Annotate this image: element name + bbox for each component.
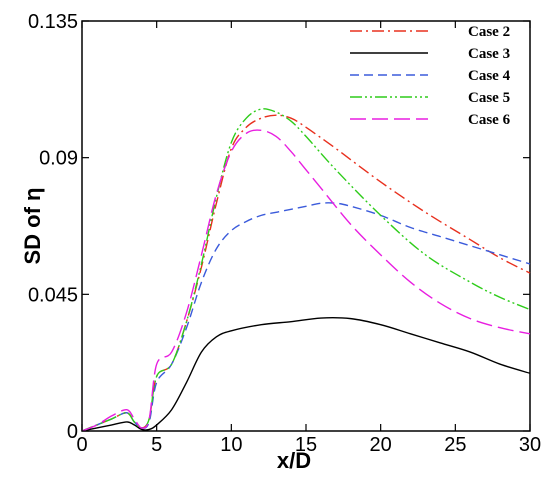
x-tick-label: 15 <box>295 434 317 456</box>
legend-label: Case 5 <box>468 90 510 106</box>
x-tick-label: 0 <box>76 434 87 456</box>
legend-label: Case 2 <box>468 24 510 40</box>
legend-label: Case 4 <box>468 68 511 84</box>
plot-area: 0 5 10 15 20 25 30 0 0.045 0.09 0.135 <box>28 11 541 456</box>
tick-layer: 0 5 10 15 20 25 30 0 0.045 0.09 0.135 <box>28 11 541 456</box>
y-tick-label: 0.135 <box>28 11 78 33</box>
series-line-case-2 <box>81 114 531 432</box>
legend: Case 2 Case 3 Case 4 Case 5 Case 6 <box>350 24 511 128</box>
legend-label: Case 6 <box>468 112 511 128</box>
plot-frame <box>81 20 531 432</box>
series-line-case-5 <box>81 108 531 432</box>
x-tick-label: 30 <box>519 434 541 456</box>
x-tick-label: 20 <box>370 434 392 456</box>
x-tick-label: 5 <box>151 434 162 456</box>
series-line-case-4 <box>81 202 531 432</box>
x-tick-label: 25 <box>444 434 466 456</box>
x-axis-label: x/D <box>277 448 311 473</box>
y-tick-label: 0 <box>67 421 78 443</box>
y-tick-label: 0.045 <box>28 284 78 306</box>
series-line-case-6 <box>81 129 531 432</box>
legend-label: Case 3 <box>468 46 510 62</box>
y-tick-label: 0.09 <box>39 148 78 170</box>
y-axis-label: SD of η <box>20 188 45 265</box>
x-tick-label: 10 <box>220 434 242 456</box>
series-layer <box>81 108 531 432</box>
series-line-case-3 <box>81 317 531 432</box>
